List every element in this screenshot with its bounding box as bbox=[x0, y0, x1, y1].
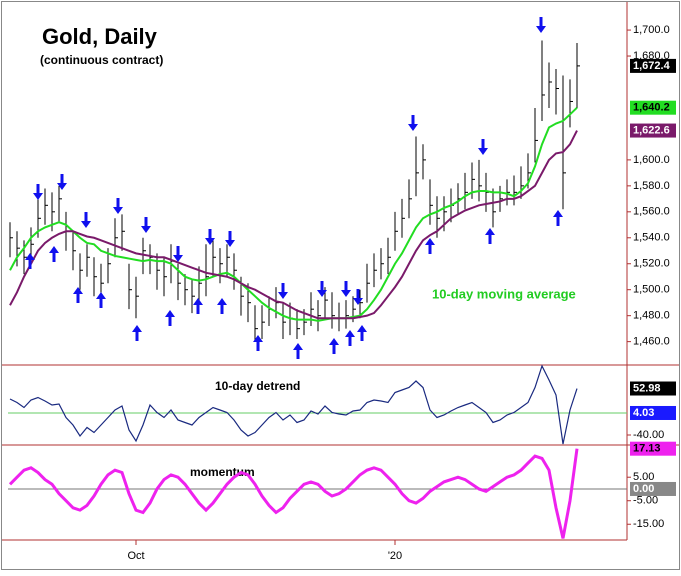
signal-arrow bbox=[253, 335, 263, 351]
signal-arrow bbox=[485, 228, 495, 244]
value-label: 1,640.2 bbox=[633, 102, 670, 114]
signal-arrow bbox=[317, 281, 327, 297]
signal-arrow bbox=[217, 298, 227, 314]
y-tick-label: 1,480.0 bbox=[633, 310, 670, 322]
y-tick-label: 1,520.0 bbox=[633, 258, 670, 270]
y-tick-label: 1,460.0 bbox=[633, 336, 670, 348]
signal-arrow bbox=[205, 229, 215, 245]
signal-arrow bbox=[81, 212, 91, 228]
signal-arrow bbox=[57, 174, 67, 190]
signal-arrow bbox=[408, 115, 418, 131]
moving-average bbox=[9, 106, 578, 322]
signal-arrow bbox=[329, 338, 339, 354]
y-tick-label: 1,700.0 bbox=[633, 24, 670, 36]
signal-arrow bbox=[165, 310, 175, 326]
y-tick-label: -40.00 bbox=[633, 429, 664, 441]
value-box bbox=[630, 381, 676, 396]
panel-label: 10-day detrend bbox=[215, 379, 300, 393]
signal-arrow bbox=[341, 281, 351, 297]
signal-arrow bbox=[33, 184, 43, 200]
y-tick-label: -5.00 bbox=[633, 495, 658, 507]
value-label: 4.03 bbox=[633, 407, 654, 419]
x-tick-label: Oct bbox=[127, 550, 144, 562]
signal-arrow bbox=[73, 287, 83, 303]
value-label: 52.98 bbox=[633, 382, 661, 394]
signal-arrow bbox=[345, 330, 355, 346]
signal-arrow bbox=[225, 231, 235, 247]
value-box bbox=[630, 441, 676, 456]
value-box bbox=[630, 100, 676, 115]
chart-subtitle: (continuous contract) bbox=[40, 53, 163, 67]
series-label: 10-day moving average bbox=[432, 286, 576, 301]
value-label: 1,672.4 bbox=[633, 60, 671, 72]
x-tick-label: '20 bbox=[388, 550, 402, 562]
signal-arrow bbox=[96, 292, 106, 308]
signal-arrow bbox=[536, 17, 546, 33]
y-tick-label: 1,600.0 bbox=[633, 154, 670, 166]
signal-arrow bbox=[425, 238, 435, 254]
value-box bbox=[630, 58, 676, 73]
indicator-line bbox=[8, 448, 579, 539]
signal-arrow bbox=[293, 343, 303, 359]
signal-arrow bbox=[278, 283, 288, 299]
y-tick-label: 1,560.0 bbox=[633, 206, 670, 218]
panel-label: momentum bbox=[190, 465, 255, 479]
y-tick-label: 1,500.0 bbox=[633, 284, 670, 296]
signal-arrow bbox=[141, 217, 151, 233]
y-tick-label: 1,540.0 bbox=[633, 232, 670, 244]
indicator-line bbox=[9, 364, 578, 445]
signal-arrow bbox=[49, 246, 59, 262]
signal-arrow bbox=[478, 139, 488, 155]
value-label: 1,622.6 bbox=[633, 124, 670, 136]
signal-arrow bbox=[113, 198, 123, 214]
value-box bbox=[630, 123, 676, 138]
signal-arrow bbox=[132, 325, 142, 341]
value-box bbox=[630, 481, 676, 496]
signal-arrow bbox=[173, 246, 183, 262]
value-label: 17.13 bbox=[633, 443, 661, 455]
signal-arrow bbox=[553, 210, 563, 226]
y-tick-label: -15.00 bbox=[633, 518, 664, 530]
y-tick-label: 5.00 bbox=[633, 471, 654, 483]
value-label: 0.00 bbox=[633, 483, 654, 495]
moving-average bbox=[9, 130, 578, 320]
signal-arrow bbox=[357, 325, 367, 341]
chart-title: Gold, Daily bbox=[42, 24, 158, 49]
y-tick-label: 1,580.0 bbox=[633, 180, 670, 192]
signal-arrow bbox=[193, 298, 203, 314]
signal-arrow bbox=[353, 289, 363, 305]
value-box bbox=[630, 405, 676, 420]
signal-arrow bbox=[25, 253, 35, 269]
